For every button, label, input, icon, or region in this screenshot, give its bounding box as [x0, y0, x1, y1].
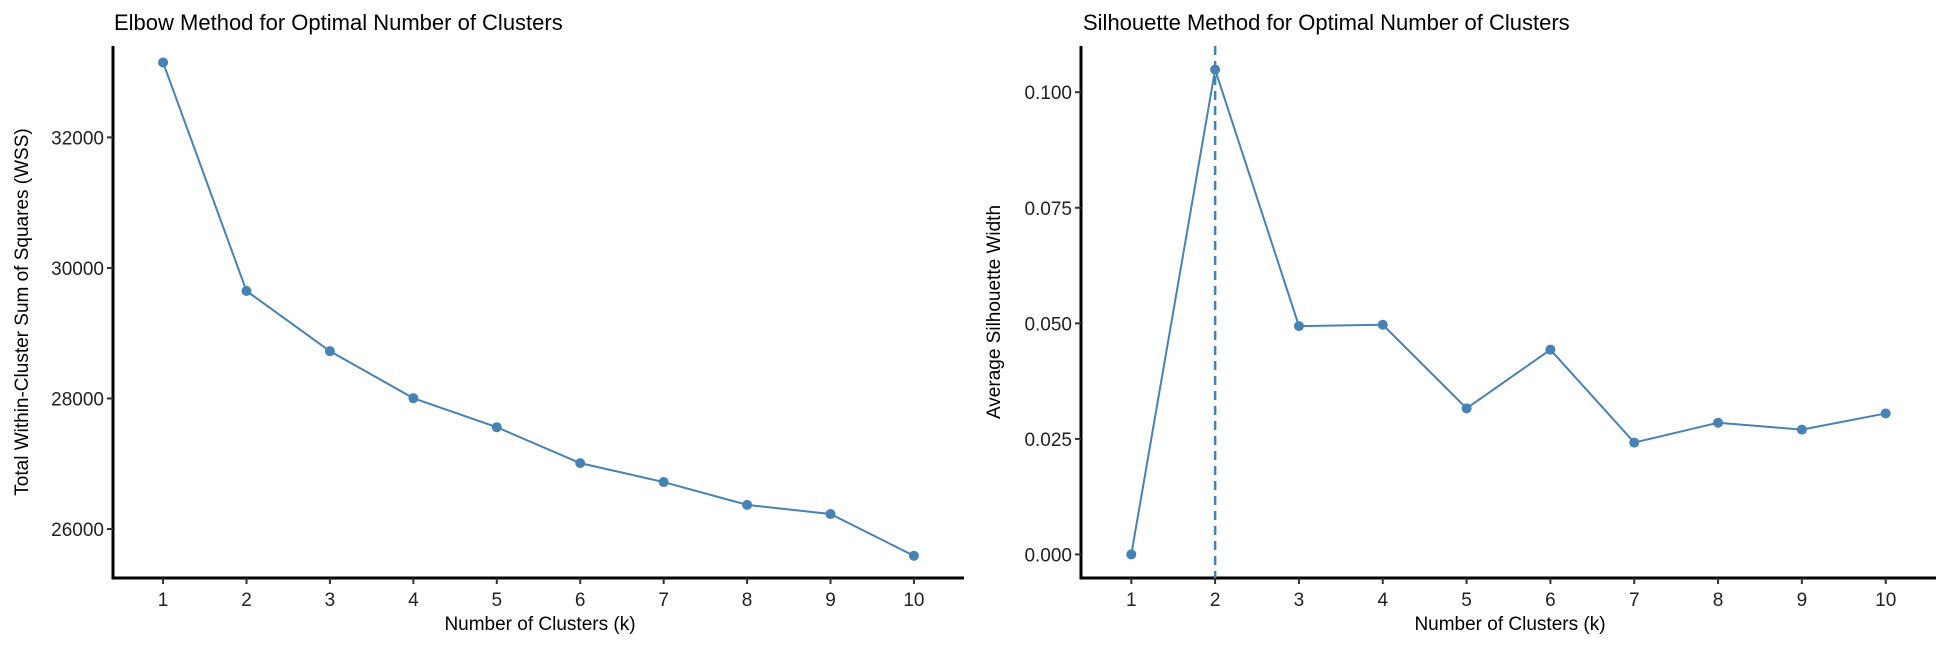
- silhouette-y-tick-label: 0.100: [1024, 83, 1072, 104]
- elbow-x-tick-label: 9: [825, 590, 836, 611]
- silhouette-x-tick-label: 9: [1797, 590, 1808, 611]
- silhouette-y-axis-title: Average Silhouette Width: [984, 205, 1005, 419]
- elbow-x-tick-label: 7: [658, 590, 669, 611]
- silhouette-data-point: [1880, 408, 1891, 419]
- silhouette-x-tick-label: 2: [1210, 590, 1221, 611]
- elbow-x-tick-label: 5: [491, 590, 502, 611]
- elbow-data-point: [742, 499, 753, 510]
- elbow-data-point: [575, 458, 586, 469]
- elbow-x-axis-title: Number of Clusters (k): [444, 614, 635, 635]
- silhouette-x-axis-title: Number of Clusters (k): [1414, 614, 1605, 635]
- elbow-title: Elbow Method for Optimal Number of Clust…: [114, 10, 563, 35]
- elbow-x-tick-label: 10: [903, 590, 924, 611]
- silhouette-x-tick-label: 6: [1545, 590, 1556, 611]
- elbow-data-point: [825, 509, 836, 520]
- silhouette-data-point: [1126, 549, 1137, 560]
- elbow-series-line: [162, 62, 915, 557]
- elbow-x-tick-label: 1: [158, 590, 169, 611]
- silhouette-series-line: [1130, 69, 1886, 555]
- elbow-data-point: [241, 285, 252, 296]
- silhouette-x-tick-label: 1: [1126, 590, 1137, 611]
- elbow-data-point: [408, 393, 419, 404]
- elbow-x-tick-label: 3: [325, 590, 336, 611]
- silhouette-x-tick-label: 7: [1629, 590, 1640, 611]
- silhouette-panel: Silhouette Method for Optimal Number of …: [984, 10, 1936, 635]
- elbow-x-tick-label: 4: [408, 590, 419, 611]
- elbow-data-point: [908, 550, 919, 561]
- silhouette-data-point: [1461, 403, 1472, 414]
- elbow-y-tick-label: 28000: [51, 389, 104, 410]
- silhouette-y-tick-label: 0.025: [1024, 430, 1072, 451]
- elbow-data-point: [324, 346, 335, 357]
- silhouette-x-tick-label: 8: [1713, 590, 1724, 611]
- silhouette-x-tick-label: 5: [1461, 590, 1472, 611]
- silhouette-y-tick-label: 0.050: [1024, 314, 1072, 335]
- elbow-x-tick-label: 8: [742, 590, 753, 611]
- silhouette-x-tick-label: 10: [1875, 590, 1896, 611]
- silhouette-data-point: [1796, 424, 1807, 435]
- elbow-y-tick-label: 26000: [51, 520, 104, 541]
- silhouette-data-point: [1629, 437, 1640, 448]
- elbow-data-point: [658, 477, 669, 488]
- silhouette-y-tick-label: 0.075: [1024, 199, 1072, 220]
- silhouette-y-tick-label: 0.000: [1024, 545, 1072, 566]
- silhouette-data-point: [1293, 321, 1304, 332]
- elbow-panel: Elbow Method for Optimal Number of Clust…: [12, 10, 964, 635]
- silhouette-x-tick-label: 3: [1294, 590, 1305, 611]
- elbow-data-point: [158, 57, 169, 68]
- elbow-x-tick-label: 6: [575, 590, 586, 611]
- silhouette-data-point: [1713, 417, 1724, 428]
- elbow-y-tick-label: 30000: [51, 259, 104, 280]
- silhouette-data-point: [1210, 64, 1221, 75]
- elbow-y-axis-title: Total Within-Cluster Sum of Squares (WSS…: [12, 128, 33, 495]
- elbow-data-point: [491, 422, 502, 433]
- elbow-x-tick-label: 2: [241, 590, 252, 611]
- silhouette-title: Silhouette Method for Optimal Number of …: [1083, 10, 1570, 35]
- silhouette-data-point: [1545, 344, 1556, 355]
- silhouette-data-point: [1377, 319, 1388, 330]
- elbow-y-tick-label: 32000: [51, 128, 104, 149]
- silhouette-x-tick-label: 4: [1377, 590, 1388, 611]
